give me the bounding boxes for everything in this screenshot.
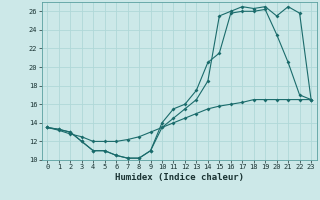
X-axis label: Humidex (Indice chaleur): Humidex (Indice chaleur) [115, 173, 244, 182]
